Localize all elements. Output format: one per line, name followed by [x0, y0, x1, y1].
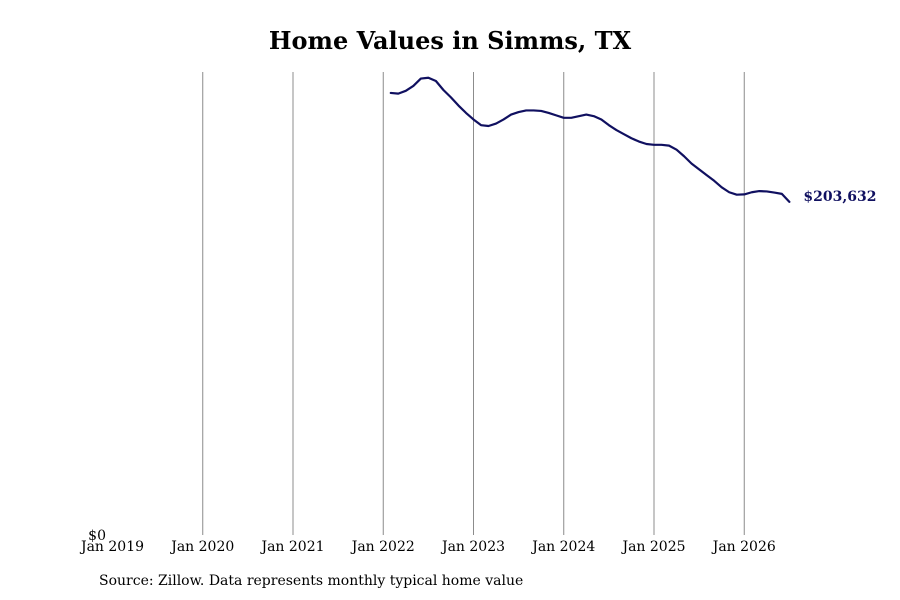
- x-tick-label: Jan 2020: [169, 539, 234, 555]
- y-axis-ticks: $0: [88, 528, 106, 544]
- end-value-label: $203,632: [803, 189, 876, 205]
- chart-title: Home Values in Simms, TX: [268, 26, 632, 55]
- gridlines: [202, 72, 745, 535]
- x-tick-label: Jan 2023: [440, 539, 505, 555]
- x-tick-label: Jan 2026: [711, 539, 776, 555]
- source-note: Source: Zillow. Data represents monthly …: [99, 573, 524, 589]
- x-axis-ticks: Jan 2019 Jan 2020 Jan 2021 Jan 2022 Jan 2023…: [79, 539, 776, 555]
- x-tick-label: Jan 2025: [620, 539, 685, 555]
- annotations: $203,632: [803, 189, 876, 205]
- x-tick-label: Jan 2021: [259, 539, 324, 555]
- series-layer: [389, 76, 791, 203]
- series-line: [389, 76, 791, 203]
- x-tick-label: Jan 2019: [79, 539, 144, 555]
- x-tick-label: Jan 2024: [530, 539, 595, 555]
- x-tick-label: Jan 2022: [350, 539, 415, 555]
- y-tick-label: $0: [88, 528, 106, 544]
